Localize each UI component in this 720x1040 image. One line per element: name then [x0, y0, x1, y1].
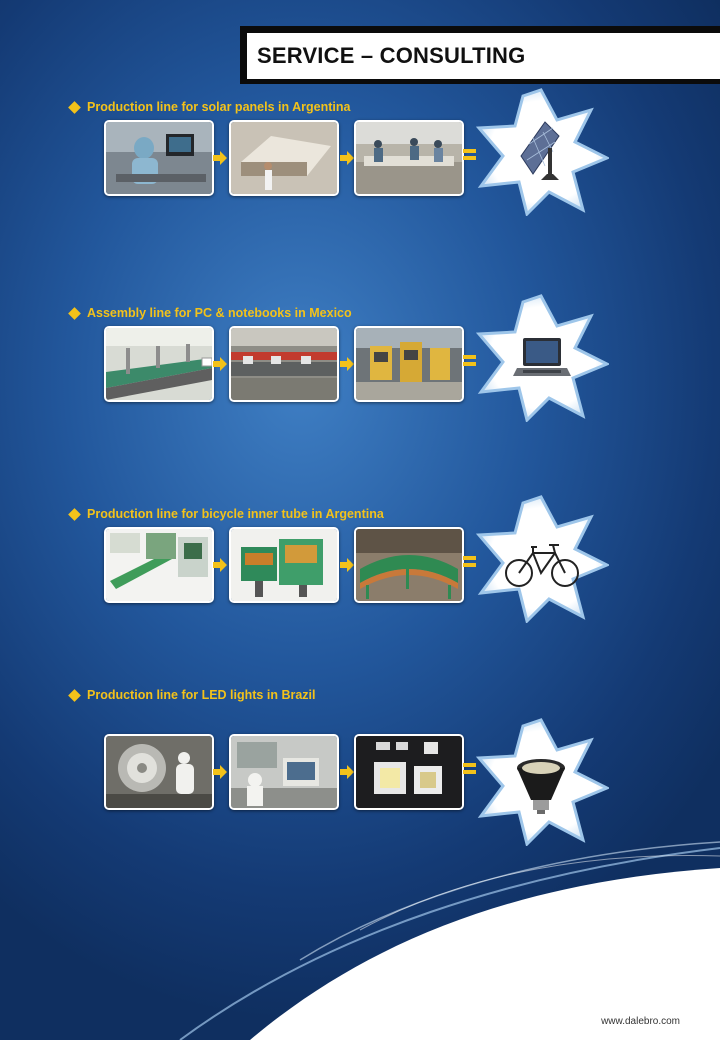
arrow-right-icon	[213, 764, 227, 779]
photo-assembly-line-hall	[104, 326, 214, 402]
equals-icon	[463, 556, 476, 569]
footer-website[interactable]: www.dalebro.com	[601, 1016, 680, 1027]
arrow-right-icon	[213, 356, 227, 371]
section-label: Production line for solar panels in Arge…	[87, 100, 351, 114]
arrow-right-icon	[340, 764, 354, 779]
result-badge	[473, 294, 611, 423]
photo-lab-computers	[229, 734, 339, 810]
arrow-right-icon	[340, 150, 354, 165]
section-heading: Production line for LED lights in Brazil	[68, 688, 315, 702]
arrow-right-icon	[340, 356, 354, 371]
photo-curved-conveyor	[354, 527, 464, 603]
section-heading: Assembly line for PC & notebooks in Mexi…	[68, 306, 352, 320]
photo-factory-workers	[354, 120, 464, 196]
section-label: Production line for bicycle inner tube i…	[87, 507, 384, 521]
photo-vulcanizing-equipment	[229, 527, 339, 603]
section-led-lights: Production line for LED lights in Brazil	[0, 688, 720, 847]
header: SERVICE – CONSULTING	[247, 33, 720, 79]
arrow-right-icon	[213, 557, 227, 572]
section-solar-panels: Production line for solar panels in Arge…	[0, 88, 720, 240]
result-badge	[473, 495, 611, 624]
section-label: Assembly line for PC & notebooks in Mexi…	[87, 306, 352, 320]
section-heading: Production line for solar panels in Arge…	[68, 100, 350, 114]
bicycle-icon	[505, 544, 579, 587]
section-heading: Production line for bicycle inner tube i…	[68, 507, 384, 521]
section-label: Production line for LED lights in Brazil	[87, 688, 316, 702]
section-bicycle-inner-tube: Production line for bicycle inner tube i…	[0, 495, 720, 647]
arrow-right-icon	[213, 150, 227, 165]
page-title: SERVICE – CONSULTING	[257, 43, 526, 68]
result-badge	[473, 718, 611, 847]
photo-red-workstations	[229, 326, 339, 402]
section-pc-notebooks: Assembly line for PC & notebooks in Mexi…	[0, 294, 720, 446]
led-bulb-icon	[517, 759, 565, 814]
photo-cleanroom-machine	[104, 734, 214, 810]
laptop-icon	[513, 338, 571, 376]
arrow-right-icon	[340, 557, 354, 572]
photo-yellow-testing-rigs	[354, 326, 464, 402]
photo-laminating-table	[229, 120, 339, 196]
equals-icon	[463, 763, 476, 776]
equals-icon	[463, 149, 476, 162]
result-badge	[473, 88, 611, 217]
photo-led-chips	[354, 734, 464, 810]
photo-tube-extrusion-machines	[104, 527, 214, 603]
equals-icon	[463, 355, 476, 368]
solar-panel-icon	[520, 121, 560, 180]
